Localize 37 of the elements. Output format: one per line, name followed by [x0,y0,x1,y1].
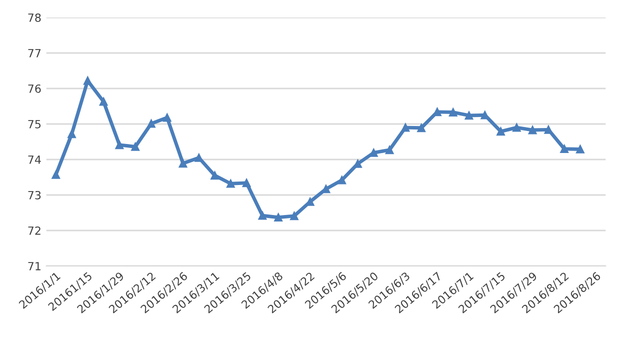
y-tick-label: 73 [28,190,41,200]
point [290,212,298,220]
point [448,108,458,116]
point [131,142,140,151]
point [464,111,474,120]
point [83,76,92,85]
point [258,211,267,220]
point [576,145,584,154]
point [162,113,172,122]
point [528,126,537,134]
point [99,97,108,106]
point [401,123,410,132]
y-tick-label: 76 [28,84,41,93]
point [433,108,442,116]
point [242,178,251,188]
point [512,123,521,132]
point [68,130,76,138]
point [354,160,362,168]
point [115,140,124,150]
point [560,144,568,154]
y-tick-label: 77 [28,49,41,58]
point [226,179,235,188]
point [274,213,282,222]
y-tick-label: 78 [28,13,41,22]
y-tick-label: 71 [28,262,40,270]
point [338,176,346,184]
point [417,124,426,132]
point [52,170,60,179]
y-tick-label: 72 [28,226,40,235]
point [178,159,188,168]
point [544,126,553,134]
point [496,127,505,136]
y-tick-label: 75 [28,120,41,128]
point [210,171,219,180]
y-tick-label: 74 [28,156,41,164]
point [385,146,394,154]
point [147,119,156,128]
